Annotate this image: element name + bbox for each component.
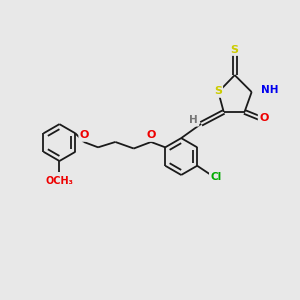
Text: OCH₃: OCH₃	[46, 176, 74, 186]
Text: S: S	[231, 44, 239, 55]
Text: O: O	[259, 113, 268, 123]
Text: O: O	[147, 130, 156, 140]
Text: O: O	[80, 130, 89, 140]
Text: S: S	[214, 86, 222, 96]
Text: NH: NH	[261, 85, 279, 95]
Text: H: H	[189, 115, 198, 125]
Text: Cl: Cl	[210, 172, 221, 182]
